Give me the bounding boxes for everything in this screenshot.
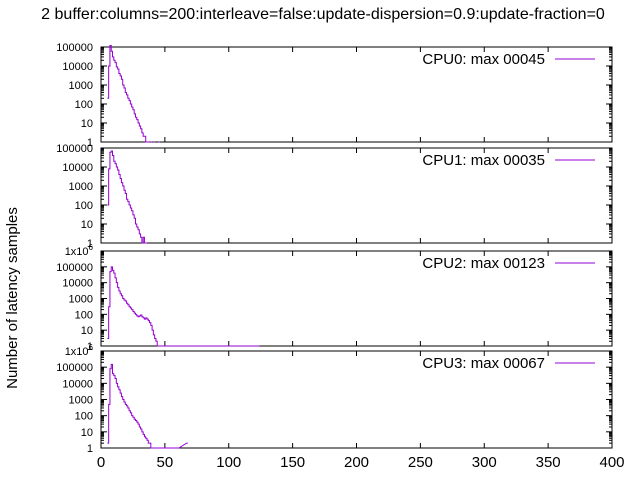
y-axis-label: Number of latency samples	[4, 207, 21, 389]
y-tick-label: 10000	[62, 378, 93, 390]
panel-cpu3: 1 10 100 1000 10000 100000 1x106 CPU3: max 0006…	[56, 343, 613, 455]
y-tick-label: 1	[87, 341, 93, 353]
series-cpu0	[107, 45, 160, 143]
x-tick-label: 300	[472, 454, 497, 471]
x-tick-label: 0	[97, 454, 105, 471]
y-tick-label: 10	[81, 427, 93, 439]
y-tick-label: 100	[75, 309, 93, 321]
y-tick-label: 1	[87, 137, 93, 149]
y-tick-label: 10	[81, 219, 93, 231]
panel-cpu2: 1 10 100 1000 10000 100000 1x106 CPU2: max 0012…	[56, 243, 613, 353]
y-tick-label: 100	[75, 200, 93, 212]
y-tick-label: 1000	[69, 80, 93, 92]
x-tick-label: 50	[157, 454, 174, 471]
series-cpu1	[107, 150, 147, 244]
legend-label: CPU3: max 00067	[422, 355, 545, 372]
x-tick-label: 150	[280, 454, 305, 471]
x-axis-ticks: 0 50 100 150 200 250 300 350 400	[97, 454, 625, 471]
x-tick-label: 350	[536, 454, 561, 471]
y-tick-label: 100	[75, 411, 93, 423]
x-tick-label: 250	[408, 454, 433, 471]
y-tick-label: 10000	[62, 61, 93, 73]
panel-cpu0: 1 10 100 1000 10000 100000 CPU0: max 00045	[56, 42, 613, 149]
y-tick-label: 1000	[69, 395, 93, 407]
y-tick-label: 10	[81, 325, 93, 337]
figure-title: 2 buffer:columns=200:interleave=false:up…	[41, 6, 605, 23]
y-tick-label: 100000	[56, 362, 93, 374]
y-tick-label: 100	[75, 99, 93, 111]
panel-cpu1: 1 10 100 1000 10000 100000 CPU1: max 00035	[56, 143, 613, 250]
x-tick-label: 200	[344, 454, 369, 471]
y-tick-label: 1000	[69, 294, 93, 306]
y-tick-label: 1x106	[65, 243, 94, 258]
legend-label: CPU0: max 00045	[422, 51, 545, 68]
y-tick-label: 100000	[56, 42, 93, 54]
y-tick-label: 10000	[62, 162, 93, 174]
y-tick-label: 100000	[56, 143, 93, 155]
series-cpu3	[107, 363, 188, 449]
legend-label: CPU1: max 00035	[422, 152, 545, 169]
y-tick-label: 1	[87, 238, 93, 250]
y-tick-label: 1000	[69, 181, 93, 193]
y-tick-label: 10	[81, 118, 93, 130]
y-tick-label: 1x106	[65, 343, 94, 358]
y-tick-label: 1	[87, 443, 93, 455]
x-tick-label: 400	[599, 454, 624, 471]
y-tick-label: 100000	[56, 262, 93, 274]
x-tick-label: 100	[216, 454, 241, 471]
legend-label: CPU2: max 00123	[422, 255, 545, 272]
series-cpu2	[107, 266, 260, 347]
y-tick-label: 10000	[62, 278, 93, 290]
